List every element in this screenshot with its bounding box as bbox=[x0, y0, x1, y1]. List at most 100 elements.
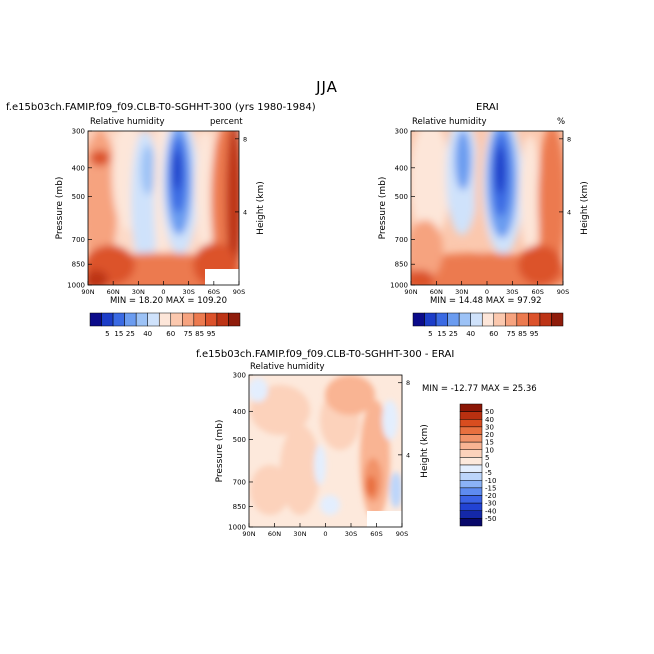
model-axes: 90N 60N 30N 0 30S 60S 90S 300 400 500 700 850 1000 8 4 bbox=[67, 128, 247, 297]
main-title: JJA bbox=[316, 78, 338, 96]
model-colorbar: 5 15 25 40 60 75 85 95 bbox=[89, 312, 241, 338]
diff-colorbar-label: 20 bbox=[485, 431, 494, 439]
diff-colorbar-swatch bbox=[459, 495, 483, 504]
model-xtick-label: 30S bbox=[182, 288, 194, 296]
model-colorbar-swatch bbox=[170, 312, 183, 327]
obs-colorbar-swatch bbox=[505, 312, 518, 327]
model-colorbar-swatch bbox=[124, 312, 137, 327]
obs-colorbar-swatch bbox=[458, 312, 471, 327]
diff-colorbar-swatch bbox=[459, 510, 483, 519]
model-height-label: Height (km) bbox=[256, 181, 266, 235]
model-case-title: f.e15b03ch.FAMIP.f09_f09.CLB-T0-SGHHT-30… bbox=[6, 102, 316, 113]
obs-ytick-label: 1000 bbox=[390, 282, 408, 290]
diff-stats: MIN = -12.77 MAX = 25.36 bbox=[422, 384, 537, 394]
diff-colorbar-swatch bbox=[459, 426, 483, 435]
obs-colorbar-label: 85 bbox=[518, 330, 527, 338]
obs-case-title: ERAI bbox=[476, 102, 499, 113]
model-colorbar-swatch bbox=[135, 312, 148, 327]
obs-colorbar-swatch bbox=[424, 312, 437, 327]
obs-stats: MIN = 14.48 MAX = 97.92 bbox=[430, 296, 542, 306]
obs-xtick-label: 60N bbox=[430, 288, 443, 296]
model-ytick-label: 500 bbox=[72, 193, 85, 201]
diff-colorbar-swatch bbox=[459, 411, 483, 420]
obs-colorbar-swatch bbox=[412, 312, 425, 327]
diff-colorbar-label: 5 bbox=[485, 454, 489, 462]
obs-height-tick-label: 8 bbox=[567, 135, 571, 143]
diff-height-tick-label: 8 bbox=[406, 379, 410, 387]
diff-colorbar-swatch bbox=[459, 518, 483, 527]
model-colorbar-label: 25 bbox=[126, 330, 135, 338]
model-colorbar-swatch bbox=[147, 312, 160, 327]
diff-colorbar-label: 30 bbox=[485, 423, 494, 431]
obs-ytick-label: 500 bbox=[395, 193, 408, 201]
obs-colorbar-label: 95 bbox=[530, 330, 539, 338]
obs-xtick-label: 90N bbox=[404, 288, 417, 296]
diff-colorbar-label: 15 bbox=[485, 439, 494, 447]
model-colorbar-swatch bbox=[193, 312, 206, 327]
model-xtick-label: 60S bbox=[208, 288, 220, 296]
model-variable-label: Relative humidity bbox=[90, 117, 165, 127]
diff-colorbar-swatch bbox=[459, 472, 483, 481]
diff-colorbar-swatch bbox=[459, 457, 483, 466]
diff-colorbar-swatch bbox=[459, 480, 483, 489]
diff-colorbar-swatch bbox=[459, 502, 483, 511]
diff-ytick-label: 500 bbox=[233, 436, 246, 444]
obs-colorbar-label: 15 bbox=[437, 330, 446, 338]
obs-xtick-label: 30N bbox=[455, 288, 468, 296]
diff-xtick-label: 30S bbox=[345, 530, 357, 538]
obs-colorbar-swatch bbox=[435, 312, 448, 327]
diff-colorbar-label: -40 bbox=[485, 507, 496, 515]
model-height-tick-label: 8 bbox=[243, 135, 247, 143]
diff-ytick-label: 700 bbox=[233, 478, 246, 486]
model-stats: MIN = 18.20 MAX = 109.20 bbox=[110, 296, 227, 306]
obs-axes: 90N 60N 30N 0 30S 60S 90S 300 400 500 700 850 1000 8 4 bbox=[390, 128, 571, 297]
model-ytick-label: 1000 bbox=[67, 282, 85, 290]
diff-colorbar-label: -30 bbox=[485, 500, 496, 508]
model-colorbar-label: 75 bbox=[184, 330, 193, 338]
obs-variable-label: Relative humidity bbox=[412, 117, 487, 127]
model-xtick-label: 90N bbox=[81, 288, 94, 296]
diff-xtick-label: 90N bbox=[242, 530, 255, 538]
obs-colorbar-swatch bbox=[470, 312, 483, 327]
diff-colorbar-swatch bbox=[459, 449, 483, 458]
diff-colorbar-label: 50 bbox=[485, 408, 494, 416]
model-colorbar-swatch bbox=[89, 312, 102, 327]
diff-variable-label: Relative humidity bbox=[250, 362, 325, 372]
diff-xtick-label: 60S bbox=[370, 530, 382, 538]
obs-ytick-label: 700 bbox=[395, 236, 408, 244]
diff-colorbar-swatch bbox=[459, 464, 483, 473]
diff-ytick-label: 300 bbox=[233, 372, 246, 380]
model-ytick-label: 700 bbox=[72, 236, 85, 244]
diff-colorbar-label: -5 bbox=[485, 469, 492, 477]
model-colorbar-label: 60 bbox=[166, 330, 175, 338]
obs-ytick-label: 850 bbox=[395, 261, 408, 269]
obs-colorbar-label: 25 bbox=[449, 330, 458, 338]
obs-xtick-label: 30S bbox=[506, 288, 518, 296]
model-ytick-label: 400 bbox=[72, 164, 85, 172]
diff-ylabel: Pressure (mb) bbox=[215, 420, 225, 483]
obs-height-label: Height (km) bbox=[580, 181, 590, 235]
obs-contour-field bbox=[411, 131, 563, 285]
obs-ytick-label: 300 bbox=[395, 128, 408, 136]
diff-colorbar-swatch bbox=[459, 487, 483, 496]
obs-xtick-label: 60S bbox=[531, 288, 543, 296]
diff-colorbar-swatch bbox=[459, 419, 483, 428]
obs-colorbar-swatch bbox=[447, 312, 460, 327]
model-xtick-label: 60N bbox=[107, 288, 120, 296]
diff-colorbar-label: -20 bbox=[485, 492, 496, 500]
obs-units-label: % bbox=[557, 117, 566, 127]
diff-height-label: Height (km) bbox=[420, 424, 430, 478]
obs-colorbar-swatch bbox=[516, 312, 529, 327]
model-units-label: percent bbox=[210, 117, 243, 127]
model-colorbar-swatch bbox=[228, 312, 241, 327]
obs-xtick-label: 90S bbox=[557, 288, 569, 296]
obs-colorbar-label: 60 bbox=[489, 330, 498, 338]
obs-colorbar-label: 75 bbox=[507, 330, 516, 338]
model-colorbar-swatch bbox=[205, 312, 218, 327]
obs-colorbar-swatch bbox=[528, 312, 541, 327]
obs-colorbar-label: 40 bbox=[466, 330, 475, 338]
model-colorbar-label: 5 bbox=[105, 330, 109, 338]
diff-colorbar-label: -50 bbox=[485, 515, 496, 523]
